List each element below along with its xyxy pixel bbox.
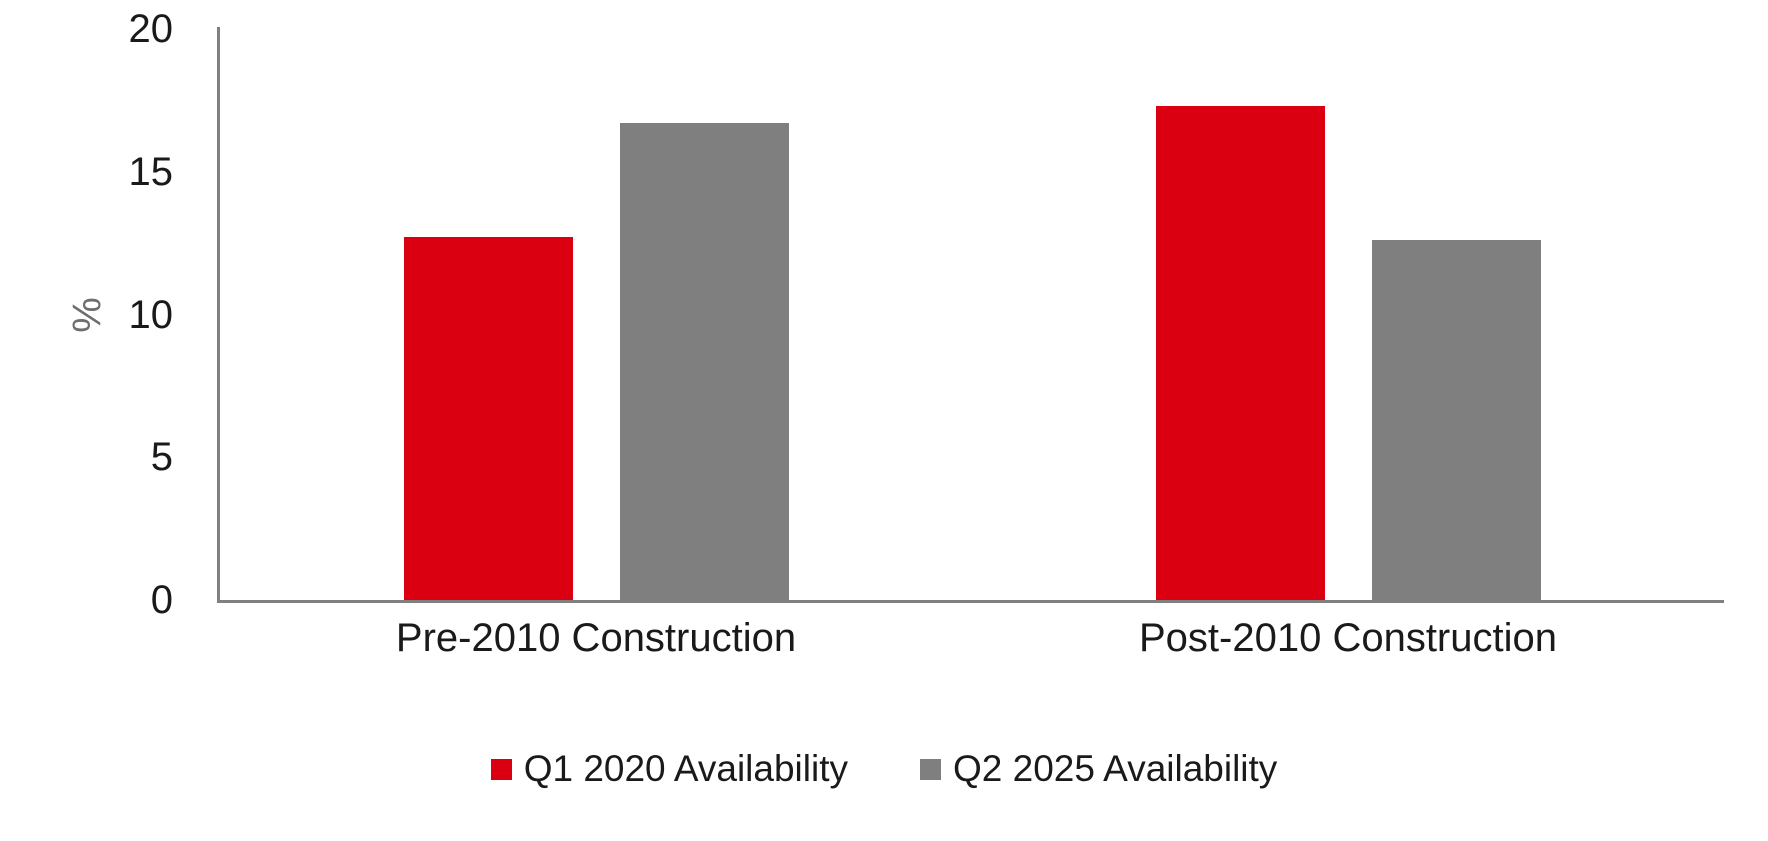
legend-swatch-icon	[490, 758, 512, 780]
y-tick-label-20: 20	[128, 7, 174, 51]
y-tick-label-10: 10	[128, 292, 174, 337]
bar-group-2	[972, 29, 1724, 600]
y-tick-label-15: 15	[128, 149, 174, 194]
x-axis-line	[217, 600, 1724, 603]
y-axis-tick-labels: 0 5 10 15 20	[0, 0, 174, 841]
category-label-2: Post-2010 Construction	[1138, 616, 1557, 660]
legend: Q1 2020 Availability Q2 2025 Availability	[0, 748, 1768, 790]
y-tick-label-0: 0	[150, 578, 173, 622]
legend-item-2: Q2 2025 Availability	[920, 748, 1277, 790]
bar-series-2-category-1	[619, 123, 789, 600]
plot-area	[220, 29, 1724, 600]
legend-label-1: Q1 2020 Availability	[523, 748, 848, 789]
x-axis-category-labels: Pre-2010 Construction Post-2010 Construct…	[220, 616, 1724, 661]
bar-series-1-category-1	[403, 237, 573, 600]
y-tick-label-5: 5	[150, 435, 173, 480]
legend-item-1: Q1 2020 Availability	[490, 748, 848, 790]
bar-series-2-category-2	[1371, 240, 1541, 600]
legend-swatch-icon	[920, 758, 941, 780]
category-label-1: Pre-2010 Construction	[395, 616, 797, 660]
bar-series-1-category-2	[1155, 106, 1325, 600]
y-axis-line	[217, 27, 220, 603]
bar-group-1	[220, 29, 972, 600]
legend-label-2: Q2 2025 Availability	[953, 748, 1278, 789]
